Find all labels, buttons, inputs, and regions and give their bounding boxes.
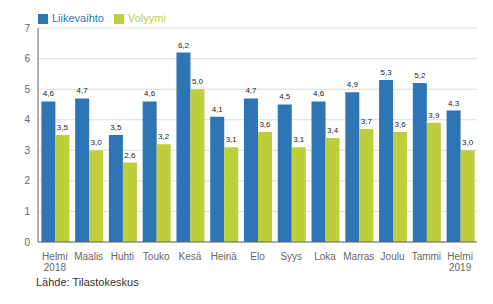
svg-text:3,5: 3,5 xyxy=(57,123,69,132)
svg-text:3,0: 3,0 xyxy=(462,138,474,147)
svg-text:4: 4 xyxy=(24,114,30,125)
svg-text:Marras: Marras xyxy=(343,251,374,262)
svg-text:6,2: 6,2 xyxy=(178,41,190,50)
html-text:Liikevaihto: Liikevaihto xyxy=(52,12,104,24)
svg-text:3,7: 3,7 xyxy=(361,117,373,126)
svg-text:3,6: 3,6 xyxy=(395,120,407,129)
svg-text:Syys: Syys xyxy=(280,251,302,262)
html-text:Volyymi: Volyymi xyxy=(128,12,166,24)
svg-text:1: 1 xyxy=(24,206,30,217)
svg-text:4,7: 4,7 xyxy=(245,86,257,95)
svg-text:Elo: Elo xyxy=(250,251,265,262)
svg-text:0: 0 xyxy=(24,237,30,248)
svg-text:4,6: 4,6 xyxy=(144,89,156,98)
svg-text:Helmi2019: Helmi2019 xyxy=(447,251,473,273)
svg-text:Kesä: Kesä xyxy=(179,251,202,262)
svg-text:2: 2 xyxy=(24,175,30,186)
svg-text:2,6: 2,6 xyxy=(124,151,136,160)
svg-text:4,7: 4,7 xyxy=(77,86,89,95)
svg-text:4,9: 4,9 xyxy=(347,80,359,89)
svg-text:4,3: 4,3 xyxy=(448,99,460,108)
svg-text:Maalis: Maalis xyxy=(74,251,103,262)
svg-text:3,2: 3,2 xyxy=(158,132,170,141)
html-text:Lähde: Tilastokeskus: Lähde: Tilastokeskus xyxy=(36,276,139,288)
svg-text:4,1: 4,1 xyxy=(212,105,224,114)
svg-text:Tammi: Tammi xyxy=(412,251,441,262)
svg-text:Huhti: Huhti xyxy=(111,251,134,262)
svg-text:7: 7 xyxy=(24,23,30,34)
svg-text:4,6: 4,6 xyxy=(313,89,325,98)
svg-text:5,3: 5,3 xyxy=(381,68,393,77)
svg-text:3,0: 3,0 xyxy=(91,138,103,147)
svg-text:3: 3 xyxy=(24,145,30,156)
svg-text:3,9: 3,9 xyxy=(428,111,440,120)
svg-text:4,6: 4,6 xyxy=(43,89,55,98)
svg-text:3,5: 3,5 xyxy=(110,123,122,132)
svg-text:5,2: 5,2 xyxy=(414,71,426,80)
svg-text:4,5: 4,5 xyxy=(279,92,291,101)
svg-text:3,6: 3,6 xyxy=(259,120,271,129)
svg-text:3,4: 3,4 xyxy=(327,126,339,135)
svg-text:Heinä: Heinä xyxy=(211,251,238,262)
svg-text:5: 5 xyxy=(24,84,30,95)
svg-text:Joulu: Joulu xyxy=(381,251,405,262)
svg-text:Touko: Touko xyxy=(143,251,170,262)
svg-text:6: 6 xyxy=(24,53,30,64)
svg-text:Loka: Loka xyxy=(314,251,336,262)
svg-text:3,1: 3,1 xyxy=(293,135,305,144)
svg-text:3,1: 3,1 xyxy=(226,135,238,144)
svg-text:Helmi2018: Helmi2018 xyxy=(42,251,68,273)
svg-text:5,0: 5,0 xyxy=(192,77,204,86)
